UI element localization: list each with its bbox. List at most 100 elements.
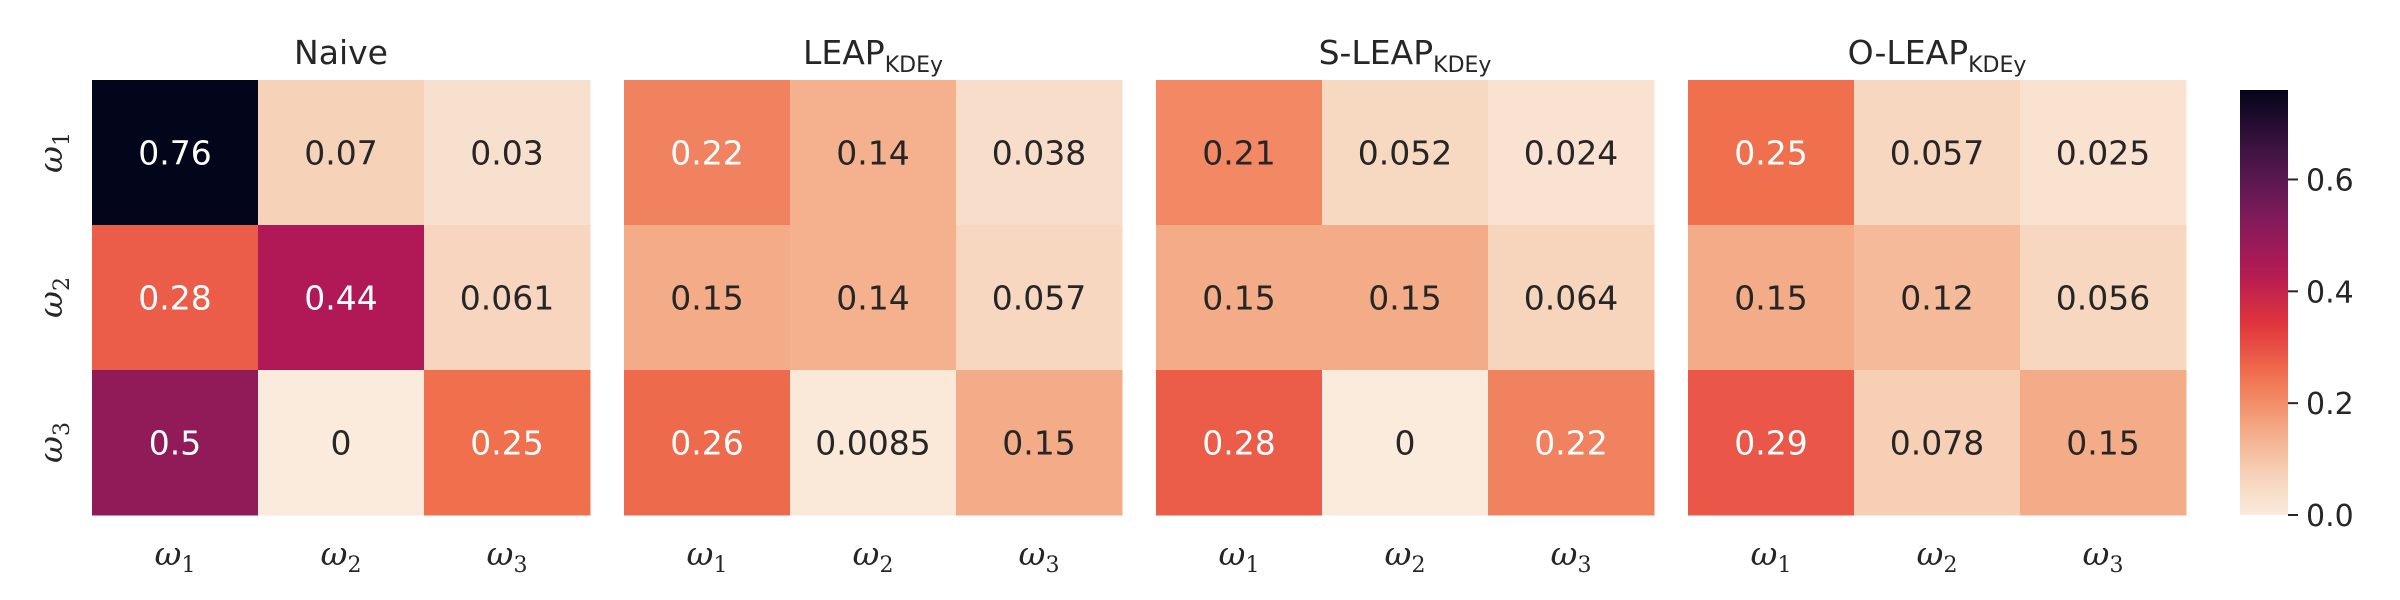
panel-title: S-LEAPKDEy <box>1319 33 1492 78</box>
heatmap-cell <box>1156 225 1323 371</box>
cell-value-label: 0.28 <box>1202 424 1275 463</box>
heatmap-cell <box>1488 225 1655 371</box>
heatmap-cell <box>258 370 425 516</box>
cell-value-label: 0.15 <box>1202 279 1275 318</box>
heatmap-cell <box>424 80 591 226</box>
colorbar-tick-label: 0.4 <box>2306 275 2354 310</box>
cell-value-label: 0.28 <box>138 279 211 318</box>
heatmap-cell <box>1322 80 1489 226</box>
cell-value-label: 0.12 <box>1900 279 1973 318</box>
cell-value-label: 0.14 <box>836 134 909 173</box>
heatmap-cell <box>1322 225 1489 371</box>
cell-value-label: 0.22 <box>670 134 743 173</box>
x-tick-label: ω3 <box>1551 534 1592 578</box>
heatmap-cell <box>1156 80 1323 226</box>
x-tick-label: ω2 <box>321 534 362 578</box>
heatmap-panel-1: Naive 0.76 0.07 0.03 0.28 0.44 0.061 0.5 0 0.25 ω1… <box>92 33 591 578</box>
heatmap-cell <box>92 80 259 226</box>
cell-value-label: 0.025 <box>2056 134 2150 173</box>
heatmap-cell <box>1854 370 2021 516</box>
heatmap-cell <box>92 225 259 371</box>
panel-title: Naive <box>294 33 388 72</box>
x-tick-label: ω2 <box>853 534 894 578</box>
heatmap-cell <box>790 225 957 371</box>
x-tick-label: ω3 <box>2083 534 2124 578</box>
heatmap-cell <box>956 80 1123 226</box>
panel-title: LEAPKDEy <box>803 33 943 78</box>
heatmap-cell <box>790 80 957 226</box>
cell-value-label: 0.25 <box>470 424 543 463</box>
panel-title: O-LEAPKDEy <box>1848 33 2027 78</box>
x-tick-label: ω1 <box>155 534 196 578</box>
cell-value-label: 0 <box>331 424 352 463</box>
cell-value-label: 0.056 <box>2056 279 2150 318</box>
heatmap-panel-3: S-LEAPKDEy 0.21 0.052 0.024 0.15 0.15 0.064 0.2… <box>1156 33 1655 578</box>
heatmap-panel-4: O-LEAPKDEy 0.25 0.057 0.025 0.15 0.12 0.056 0.2… <box>1688 33 2187 578</box>
heatmap-cell <box>424 370 591 516</box>
y-tick-label: ω2 <box>31 277 75 318</box>
colorbar-tick-label: 0.6 <box>2306 163 2354 198</box>
cell-value-label: 0.064 <box>1524 279 1618 318</box>
heatmap-cell <box>2020 370 2187 516</box>
cell-value-label: 0.15 <box>1002 424 1075 463</box>
heatmap-cell <box>624 80 791 226</box>
heatmap-cell <box>1488 370 1655 516</box>
heatmap-cell <box>2020 225 2187 371</box>
heatmap-cell <box>424 225 591 371</box>
heatmap-cell <box>1688 370 1855 516</box>
x-tick-label: ω1 <box>1219 534 1260 578</box>
heatmap-cell <box>956 225 1123 371</box>
cell-value-label: 0.061 <box>460 279 554 318</box>
cell-value-label: 0.0085 <box>815 424 930 463</box>
heatmap-cell <box>258 225 425 371</box>
cell-value-label: 0.15 <box>2066 424 2139 463</box>
heatmap-cell <box>1488 80 1655 226</box>
heatmap-cell <box>956 370 1123 516</box>
colorbar-tick-label: 0.2 <box>2306 387 2354 422</box>
cell-value-label: 0.07 <box>304 134 377 173</box>
cell-value-label: 0.22 <box>1534 424 1607 463</box>
cell-value-label: 0.14 <box>836 279 909 318</box>
heatmap-cell <box>1854 80 2021 226</box>
cell-value-label: 0.25 <box>1734 134 1807 173</box>
heatmap-cell <box>624 370 791 516</box>
y-tick-label: ω1 <box>31 132 75 173</box>
cell-value-label: 0.15 <box>1368 279 1441 318</box>
x-tick-label: ω1 <box>687 534 728 578</box>
heatmap-cell <box>1322 370 1489 516</box>
y-tick-label: ω3 <box>31 422 75 463</box>
heatmap-cell <box>1854 225 2021 371</box>
heatmap-cell <box>1688 225 1855 371</box>
heatmap-cell <box>258 80 425 226</box>
colorbar-gradient <box>2240 90 2288 515</box>
cell-value-label: 0.29 <box>1734 424 1807 463</box>
cell-value-label: 0.26 <box>670 424 743 463</box>
cell-value-label: 0.052 <box>1358 134 1452 173</box>
cell-value-label: 0.44 <box>304 279 377 318</box>
cell-value-label: 0.03 <box>470 134 543 173</box>
heatmap-cell <box>1156 370 1323 516</box>
cell-value-label: 0.5 <box>149 424 201 463</box>
heatmap-cell <box>1688 80 1855 226</box>
x-tick-label: ω2 <box>1385 534 1426 578</box>
x-tick-label: ω3 <box>487 534 528 578</box>
cell-value-label: 0 <box>1395 424 1416 463</box>
cell-value-label: 0.038 <box>992 134 1086 173</box>
x-tick-label: ω1 <box>1751 534 1792 578</box>
heatmap-cell <box>624 225 791 371</box>
cell-value-label: 0.078 <box>1890 424 1984 463</box>
x-tick-label: ω2 <box>1917 534 1958 578</box>
heatmap-panel-2: LEAPKDEy 0.22 0.14 0.038 0.15 0.14 0.057 0.26 0.… <box>624 33 1123 578</box>
cell-value-label: 0.024 <box>1524 134 1618 173</box>
heatmap-cell <box>790 370 957 516</box>
colorbar-tick-label: 0.0 <box>2306 499 2354 534</box>
cell-value-label: 0.21 <box>1202 134 1275 173</box>
heatmap-cell <box>2020 80 2187 226</box>
x-tick-label: ω3 <box>1019 534 1060 578</box>
colorbar: 0.0 0.2 0.4 0.6 <box>2240 90 2354 534</box>
cell-value-label: 0.15 <box>1734 279 1807 318</box>
cell-value-label: 0.057 <box>992 279 1086 318</box>
cell-value-label: 0.76 <box>138 134 211 173</box>
cell-value-label: 0.057 <box>1890 134 1984 173</box>
